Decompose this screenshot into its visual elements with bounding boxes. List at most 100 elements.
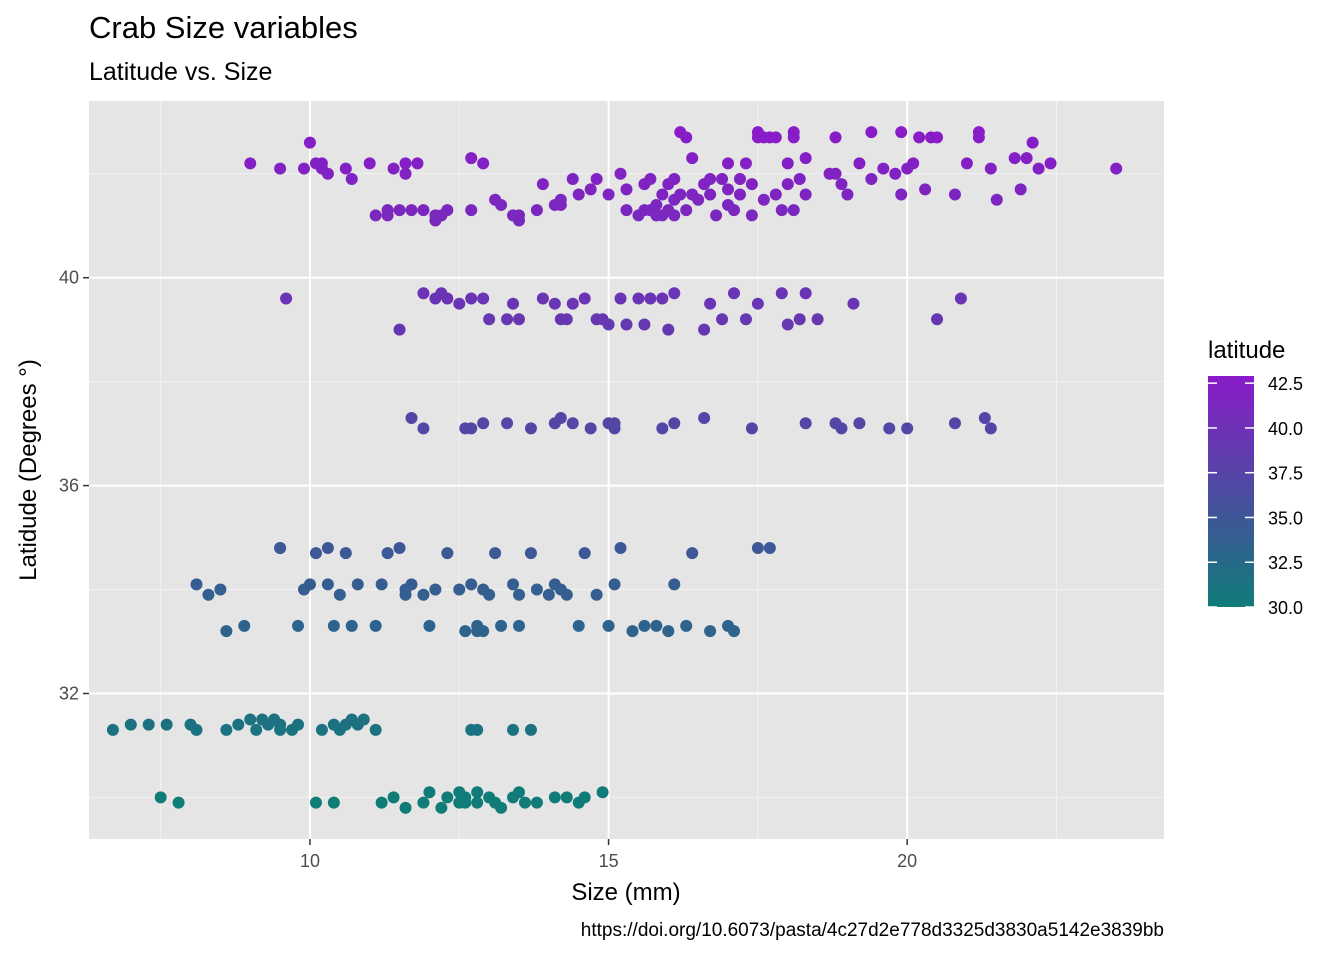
data-point (393, 204, 406, 217)
data-point (106, 723, 119, 736)
data-point (375, 796, 388, 809)
data-point (602, 188, 615, 201)
data-point (369, 619, 382, 632)
data-point (931, 131, 944, 144)
data-point (739, 313, 752, 326)
data-point (554, 198, 567, 211)
data-point (536, 178, 549, 191)
data-point (644, 292, 657, 305)
data-point (835, 422, 848, 435)
x-axis: 10 15 20 (300, 839, 917, 871)
data-point (524, 422, 537, 435)
grid-major (89, 101, 1164, 839)
data-point (668, 287, 681, 300)
data-point (309, 547, 322, 560)
data-point (483, 313, 496, 326)
data-point (602, 417, 615, 430)
data-point (333, 588, 346, 601)
data-point (728, 625, 740, 638)
data-point (572, 619, 585, 632)
data-point (948, 417, 961, 430)
data-point (745, 422, 758, 435)
data-point (315, 157, 328, 170)
plot-panel (89, 101, 1164, 839)
data-point (745, 178, 758, 191)
data-point (315, 723, 328, 736)
data-point (584, 422, 597, 435)
data-point (1008, 152, 1021, 165)
x-tick-label: 10 (300, 851, 320, 871)
data-point (775, 287, 788, 300)
data-point (716, 313, 729, 326)
data-point (757, 131, 770, 144)
data-point (232, 718, 245, 731)
data-point (698, 323, 711, 336)
data-point (298, 162, 310, 175)
data-point (722, 157, 735, 170)
data-point (495, 619, 508, 632)
data-point (751, 541, 764, 554)
data-point (339, 162, 352, 175)
data-point (417, 422, 430, 435)
data-point (841, 188, 854, 201)
data-point (477, 157, 490, 170)
data-point (668, 578, 681, 591)
data-point (578, 292, 591, 305)
data-point (692, 193, 705, 206)
data-point (399, 167, 412, 180)
data-point (984, 162, 997, 175)
data-point (566, 172, 579, 185)
data-point (877, 162, 890, 175)
data-point (614, 292, 627, 305)
data-point (435, 801, 448, 814)
data-point (124, 718, 137, 731)
data-point (381, 209, 394, 222)
data-point (1014, 183, 1027, 196)
data-point (393, 541, 406, 554)
data-point (489, 547, 502, 560)
data-point (524, 547, 537, 560)
data-point (471, 786, 484, 799)
data-point (369, 723, 382, 736)
data-point (351, 578, 364, 591)
data-point (220, 625, 233, 638)
data-point (799, 188, 812, 201)
data-point (608, 578, 621, 591)
data-point (745, 209, 758, 222)
data-point (542, 588, 555, 601)
data-point (733, 188, 746, 201)
data-point (387, 162, 400, 175)
data-point (471, 723, 484, 736)
data-point (674, 188, 687, 201)
data-point (280, 292, 293, 305)
data-point (309, 796, 322, 809)
data-point (465, 578, 478, 591)
data-point (465, 292, 478, 305)
data-point (680, 131, 693, 144)
chart-subtitle: Latitude vs. Size (89, 58, 273, 86)
data-point (501, 417, 514, 430)
data-point (453, 786, 466, 799)
data-point (620, 204, 633, 217)
data-point (793, 313, 806, 326)
data-point (244, 157, 257, 170)
data-point (919, 183, 932, 196)
legend-colorbar (1208, 376, 1254, 607)
data-point (662, 323, 675, 336)
chart-caption: https://doi.org/10.6073/pasta/4c27d2e778… (580, 920, 1164, 941)
data-point (769, 188, 782, 201)
data-point (584, 183, 597, 196)
data-point (274, 541, 287, 554)
data-point (513, 588, 525, 601)
data-point (907, 157, 920, 170)
data-point (214, 583, 227, 596)
data-point (321, 541, 334, 554)
data-point (369, 209, 382, 222)
legend-label: 30.0 (1268, 598, 1303, 618)
data-point (728, 204, 740, 217)
data-point (889, 167, 902, 180)
legend-label: 32.5 (1268, 553, 1303, 573)
data-point (142, 718, 155, 731)
data-point (972, 131, 985, 144)
data-point (722, 183, 735, 196)
